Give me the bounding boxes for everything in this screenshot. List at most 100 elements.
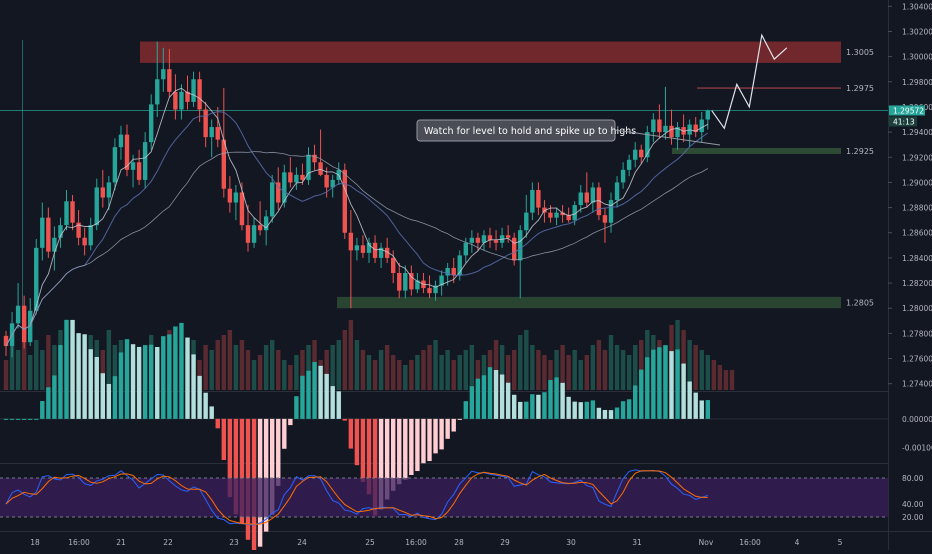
macd-bar: [645, 357, 650, 419]
volume-bar: [639, 340, 644, 390]
candle-body: [233, 192, 239, 203]
candle-body: [433, 285, 438, 294]
macd-bar: [306, 370, 311, 419]
candle-body: [76, 222, 81, 238]
annotation-pointer: [614, 129, 721, 146]
price-tick-label: 1.30400: [902, 2, 932, 11]
macd-bar: [512, 394, 517, 419]
volume-bar: [524, 330, 529, 390]
zone-box: [337, 296, 841, 309]
volume-bar: [112, 345, 118, 390]
candle-body: [481, 235, 487, 243]
candle-body: [70, 201, 75, 223]
candle-body: [203, 109, 208, 138]
candle-body: [378, 247, 384, 258]
volume-bar: [397, 360, 402, 390]
projection-path: [711, 33, 788, 130]
candle-body: [227, 188, 233, 203]
candle-body: [463, 242, 468, 256]
candle-body: [221, 139, 226, 189]
macd-bar: [354, 418, 360, 466]
macd-bar: [52, 375, 57, 419]
macd-bar: [614, 407, 620, 419]
candle-body: [457, 255, 462, 276]
candle-body: [270, 182, 275, 217]
candle-body: [614, 182, 620, 201]
volume-bar: [330, 345, 335, 390]
macd-bar: [530, 394, 535, 419]
candle-body: [645, 132, 650, 158]
price-tick-label: 1.28600: [902, 229, 932, 238]
price-tick-label: 1.28200: [902, 279, 932, 288]
macd-bar: [288, 418, 293, 426]
macd-bar: [106, 383, 112, 419]
time-tick-label: 16:00: [739, 538, 761, 547]
volume-bar: [348, 320, 354, 390]
candle-body: [245, 225, 251, 243]
macd-bar: [209, 406, 214, 419]
time-tick-label: 18: [30, 538, 40, 547]
candle-body: [282, 172, 287, 203]
macd-bar: [487, 367, 493, 419]
candle-body: [40, 217, 45, 248]
level-line: [672, 147, 841, 154]
macd-bar: [270, 418, 275, 515]
candle-body: [360, 245, 366, 253]
volume-bar: [251, 360, 257, 390]
volume-bar: [3, 360, 9, 390]
stoch-tick-label: 80.00: [902, 474, 924, 483]
candle-body: [100, 187, 105, 198]
macd-bar: [578, 402, 583, 419]
candle-body: [155, 79, 160, 105]
candle-body: [566, 215, 571, 221]
volume-bar: [711, 360, 717, 390]
candle-body: [342, 169, 347, 233]
stoch-tick-label: 40.00: [902, 500, 924, 509]
candle-body: [620, 169, 626, 183]
price-tick-label: 1.29800: [902, 78, 932, 87]
candle-body: [52, 237, 57, 252]
volume-bar: [512, 350, 517, 390]
volume-bar: [493, 340, 499, 390]
macd-bar: [620, 401, 626, 419]
volume-bar: [608, 335, 614, 390]
macd-bar: [233, 418, 239, 515]
macd-bar: [548, 379, 553, 419]
macd-bar: [191, 354, 196, 419]
level-label: 1.2975: [846, 84, 874, 93]
candle-body: [149, 104, 154, 143]
candle-body: [427, 288, 432, 294]
candle-body: [191, 79, 196, 102]
moving-averages: [5, 87, 709, 347]
price-tick-label: 1.30000: [902, 53, 932, 62]
macd-bar: [197, 375, 202, 419]
candle-body: [58, 225, 63, 238]
projection-line: [711, 33, 788, 130]
candle-body: [705, 110, 710, 120]
macd-bar: [136, 346, 142, 419]
volume-bar: [590, 345, 596, 390]
volume-bar: [518, 335, 523, 390]
macd-bar: [203, 392, 208, 419]
price-tick-label: 1.30200: [902, 27, 932, 36]
macd-bar: [34, 418, 39, 420]
volume-bar: [34, 340, 39, 390]
volume-bar: [221, 335, 226, 390]
macd-pane: [0, 319, 888, 551]
macd-bar: [378, 418, 384, 510]
volume-bar: [215, 340, 220, 390]
macd-bar: [457, 418, 462, 420]
volume-bar: [481, 355, 487, 390]
macd-bar: [505, 382, 511, 419]
candle-body: [64, 201, 69, 226]
price-tick-label: 1.28400: [902, 254, 932, 263]
macd-bar: [687, 381, 692, 419]
macd-bar: [403, 418, 408, 480]
candle-body: [572, 205, 577, 221]
macd-bar: [499, 374, 505, 419]
time-tick-label: 23: [229, 538, 239, 547]
volume-bar: [46, 335, 51, 390]
candle-body: [518, 230, 523, 261]
stoch-line: [5, 470, 708, 525]
